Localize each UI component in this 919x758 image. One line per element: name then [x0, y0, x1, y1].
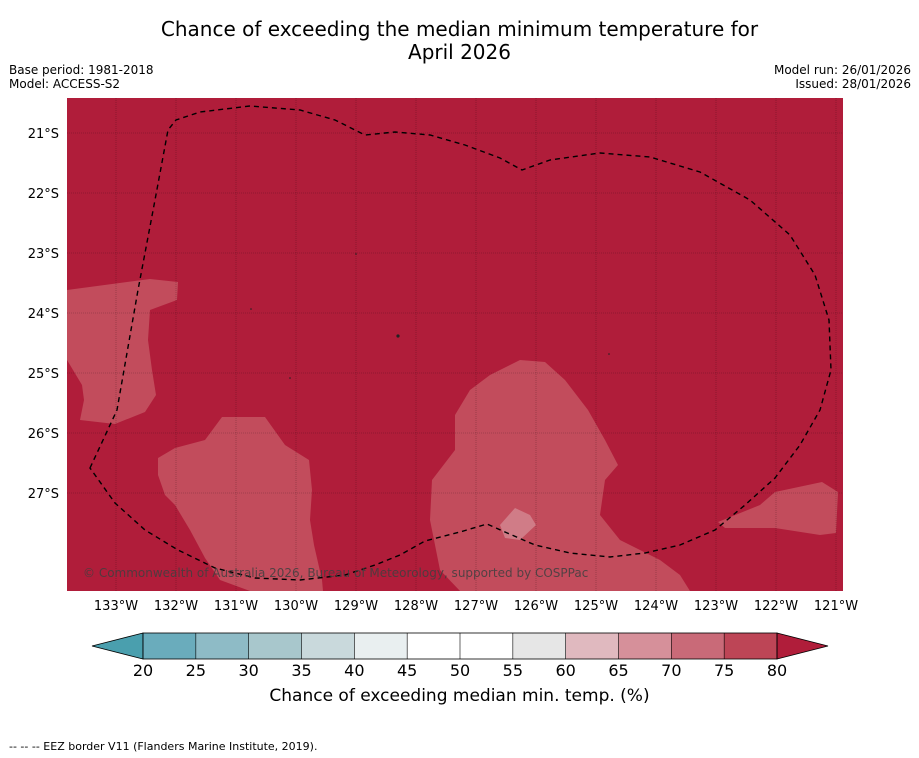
colorbar-segment [301, 633, 355, 659]
lon-label: 132°W [154, 599, 198, 614]
model-run: Model run: 26/01/2026 [773, 63, 911, 77]
lon-label: 128°W [394, 599, 438, 614]
colorbar-over-arrow [776, 632, 829, 660]
lon-label: 129°W [334, 599, 378, 614]
colorbar-under-arrow [91, 632, 144, 660]
colorbar-tick-label: 35 [291, 661, 311, 680]
colorbar-segment [671, 633, 725, 659]
meta-left: Base period: 1981-2018 Model: ACCESS-S2 [9, 63, 154, 91]
patch-south-central [430, 360, 690, 591]
model-name: Model: ACCESS-S2 [9, 77, 121, 91]
lat-label: 27°S [28, 487, 59, 502]
lat-label: 21°S [28, 127, 59, 142]
patch-southwest [158, 417, 323, 591]
colorbar-tick-label: 30 [238, 661, 258, 680]
colorbar-segment [565, 633, 619, 659]
colorbar: 20 25 30 35 40 45 50 55 60 65 70 75 80 [91, 632, 829, 680]
lon-label: 133°W [94, 599, 138, 614]
patch-west [67, 279, 178, 424]
lat-label: 22°S [28, 187, 59, 202]
lon-label: 130°W [274, 599, 318, 614]
issued-date: Issued: 28/01/2026 [795, 77, 911, 91]
lon-labels: 133°W 132°W 131°W 130°W 129°W 128°W 127°… [94, 599, 858, 614]
title-line-2: April 2026 [408, 40, 511, 64]
copyright-text: © Commonwealth of Australia 2026, Bureau… [83, 566, 588, 580]
colorbar-segment [407, 633, 461, 659]
colorbar-segment [512, 633, 567, 659]
map-figure: © Commonwealth of Australia 2026, Bureau… [28, 98, 858, 680]
colorbar-tick-label: 70 [661, 661, 681, 680]
lat-labels: 21°S 22°S 23°S 24°S 25°S 26°S 27°S [28, 127, 59, 502]
colorbar-tick-label: 75 [714, 661, 734, 680]
colorbar-tick-label: 60 [555, 661, 575, 680]
lon-label: 127°W [454, 599, 498, 614]
colorbar-label: Chance of exceeding median min. temp. (%… [269, 686, 650, 706]
colorbar-segments [143, 633, 778, 659]
colorbar-tick-label: 20 [133, 661, 153, 680]
lon-label: 124°W [634, 599, 678, 614]
colorbar-tick-label: 50 [450, 661, 470, 680]
colorbar-segment [248, 633, 302, 659]
lat-label: 23°S [28, 247, 59, 262]
patch-east [718, 482, 838, 535]
colorbar-ticks: 20 25 30 35 40 45 50 55 60 65 70 75 80 [133, 633, 787, 680]
eez-border [89, 105, 832, 581]
patch-light [500, 508, 536, 540]
colorbar-tick-label: 55 [503, 661, 523, 680]
colorbar-segment [143, 633, 197, 659]
colorbar-segment [618, 633, 672, 659]
eez-footnote: -- -- -- EEZ border V11 (Flanders Marine… [9, 740, 318, 753]
gridlines [67, 98, 843, 591]
lat-label: 25°S [28, 367, 59, 382]
colorbar-tick-label: 45 [397, 661, 417, 680]
lon-label: 126°W [514, 599, 558, 614]
colorbar-tick-label: 65 [608, 661, 628, 680]
meta-right: Model run: 26/01/2026 Issued: 28/01/2026 [774, 63, 911, 91]
colorbar-segment [354, 633, 408, 659]
colorbar-segment [195, 633, 250, 659]
base-period: Base period: 1981-2018 [9, 63, 154, 77]
lon-label: 123°W [694, 599, 738, 614]
colorbar-segment [460, 633, 514, 659]
lon-label: 122°W [754, 599, 798, 614]
colorbar-tick-label: 40 [344, 661, 364, 680]
title-line-1: Chance of exceeding the median minimum t… [160, 17, 759, 41]
lat-label: 26°S [28, 427, 59, 442]
island-markers [250, 253, 610, 379]
lat-label: 24°S [28, 307, 59, 322]
colorbar-tick-label: 25 [186, 661, 206, 680]
colorbar-tick-label: 80 [767, 661, 787, 680]
lon-label: 125°W [574, 599, 618, 614]
lon-label: 121°W [814, 599, 858, 614]
map-title: Chance of exceeding the median minimum t… [0, 18, 919, 64]
lon-label: 131°W [214, 599, 258, 614]
colorbar-segment [724, 633, 778, 659]
